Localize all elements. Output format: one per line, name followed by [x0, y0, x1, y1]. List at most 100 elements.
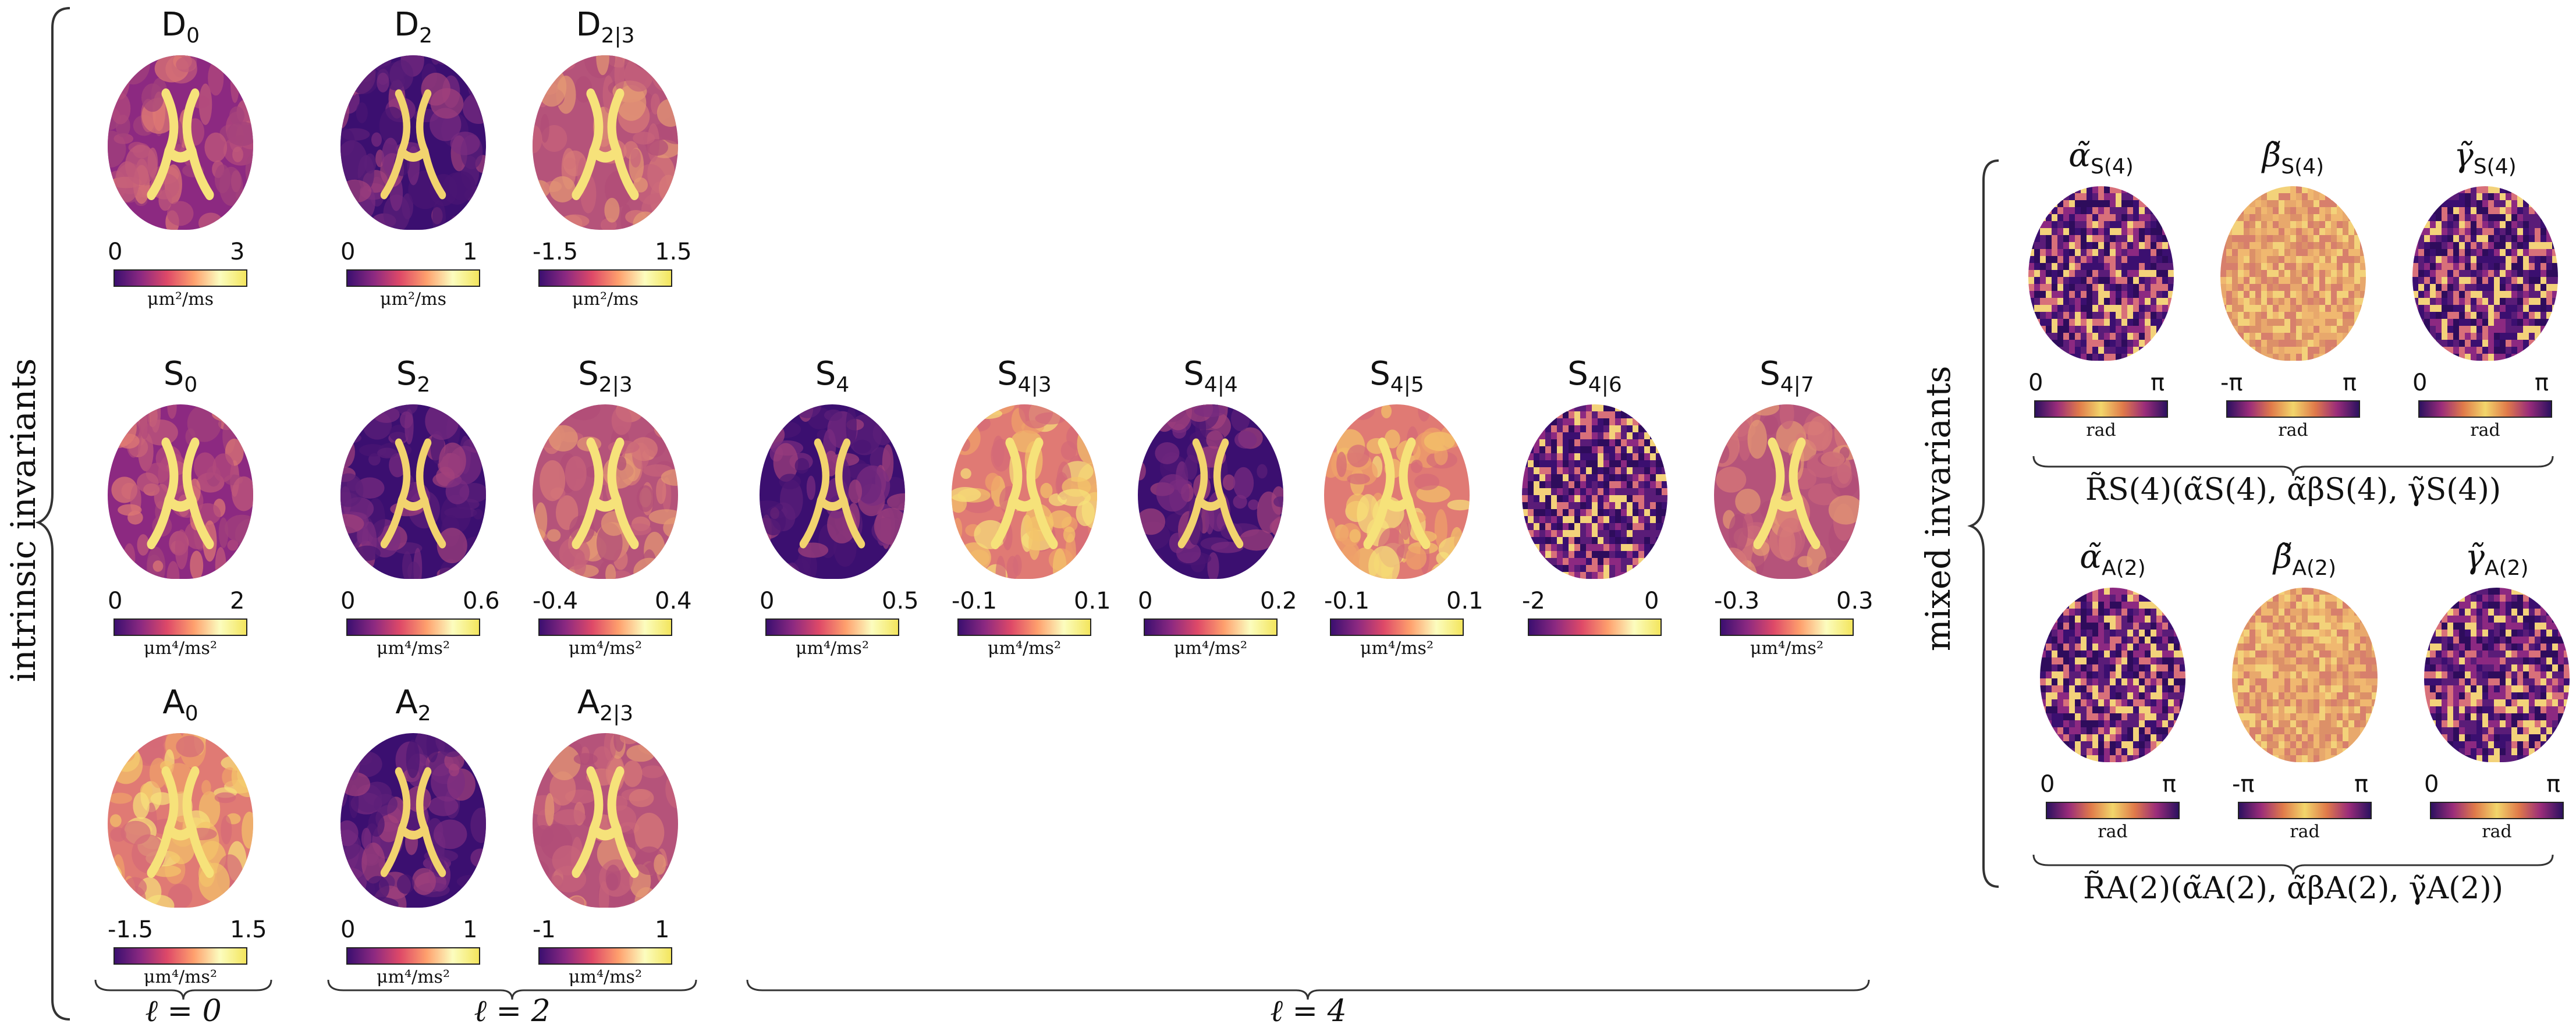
colorbar-min: -1 [533, 916, 556, 943]
colorbar-max: π [2162, 771, 2177, 798]
panel-title: D2|3 [576, 6, 635, 48]
colorbar-max: 1 [463, 916, 478, 943]
colorbar-min: -0.4 [533, 588, 579, 614]
colorbar-unit: rad [2470, 420, 2500, 440]
panel-title: γ̃S(4) [2454, 137, 2517, 179]
brain-map [2412, 186, 2558, 361]
l0-brace [94, 979, 272, 1000]
panel-title: S2|3 [578, 355, 633, 397]
colorbar-unit: μm⁴/ms² [144, 638, 217, 659]
colorbar [1144, 618, 1278, 636]
brain-map [108, 404, 253, 579]
colorbar-max: π [2354, 771, 2369, 798]
colorbar-unit: rad [2482, 822, 2512, 842]
colorbar-min: -π [2220, 369, 2243, 396]
intrinsic-brace [35, 7, 70, 1021]
colorbar-max: 0.1 [1074, 588, 1111, 614]
colorbar [346, 618, 480, 636]
panel-title: α̃A(2) [2080, 538, 2146, 581]
colorbar [538, 618, 672, 636]
brain-map [2040, 588, 2185, 762]
colorbar-max: 0.3 [1836, 588, 1874, 614]
colorbar-min: 0 [2424, 771, 2439, 798]
colorbar [538, 269, 672, 287]
colorbar [2034, 400, 2168, 418]
colorbar-unit: μm²/ms [572, 289, 638, 310]
colorbar [1720, 618, 1854, 636]
colorbar-unit: μm⁴/ms² [377, 638, 450, 659]
brain-map [2028, 186, 2174, 361]
brain-map [533, 404, 678, 579]
colorbar-min: 0 [108, 239, 123, 265]
panel-title: β̃A(2) [2273, 538, 2336, 581]
colorbar-max: 0.1 [1446, 588, 1484, 614]
mixed-label: mixed invariants [1918, 365, 1958, 652]
brain-map [1138, 404, 1283, 579]
brain-map [340, 733, 486, 908]
brain-map [952, 404, 1097, 579]
colorbar-max: 0 [1644, 588, 1659, 614]
intrinsic-label: intrinsic invariants [3, 358, 43, 682]
brain-map [1324, 404, 1470, 579]
brain-map [2232, 588, 2378, 762]
panel-title: S4|6 [1567, 355, 1622, 397]
l4-brace [746, 979, 1870, 1000]
panel-title: S4 [815, 355, 850, 397]
colorbar-unit: μm²/ms [380, 289, 446, 310]
colorbar [346, 269, 480, 287]
colorbar [346, 947, 480, 965]
panel-title: S4|5 [1369, 355, 1424, 397]
colorbar [2430, 802, 2564, 819]
colorbar-unit: rad [2086, 420, 2116, 440]
colorbar-min: 0 [760, 588, 775, 614]
colorbar-max: π [2535, 369, 2549, 396]
rotation-label-s4: R̃S(4)(α̃S(4), α̃βS(4), γ̃S(4)) [2085, 472, 2502, 507]
panel-title: D2 [393, 6, 433, 48]
colorbar [765, 618, 899, 636]
panel-title: S4|3 [997, 355, 1052, 397]
brain-map [2220, 186, 2366, 361]
brain-map [340, 404, 486, 579]
panel-title: S2 [396, 355, 431, 397]
l2-label: ℓ = 2 [474, 994, 551, 1029]
brain-map [1522, 404, 1667, 579]
colorbar-max: π [2343, 369, 2357, 396]
colorbar-unit: μm⁴/ms² [377, 967, 450, 987]
brain-map [533, 733, 678, 908]
colorbar-min: -1.5 [108, 916, 154, 943]
colorbar-min: 0 [340, 588, 356, 614]
panel-title: γ̃A(2) [2465, 538, 2529, 581]
colorbar-unit: μm⁴/ms² [1174, 638, 1247, 659]
colorbar-max: 0.6 [463, 588, 500, 614]
colorbar-max: 1 [655, 916, 670, 943]
panel-title: β̃S(4) [2262, 137, 2325, 179]
colorbar [2418, 400, 2552, 418]
colorbar-max: 1.5 [655, 239, 692, 265]
colorbar-min: -2 [1522, 588, 1545, 614]
colorbar-unit: rad [2278, 420, 2308, 440]
colorbar-max: 0.2 [1260, 588, 1297, 614]
rot-s4-brace [2032, 456, 2554, 477]
colorbar-min: -π [2232, 771, 2255, 798]
colorbar [1330, 618, 1464, 636]
colorbar-max: 1 [463, 239, 478, 265]
brain-map [760, 404, 905, 579]
colorbar-unit: μm⁴/ms² [1360, 638, 1434, 659]
panel-title: S0 [163, 355, 198, 397]
colorbar-min: -0.1 [952, 588, 998, 614]
colorbar-min: 0 [2040, 771, 2055, 798]
colorbar-unit: μm⁴/ms² [569, 967, 642, 987]
colorbar-max: 2 [230, 588, 245, 614]
colorbar-unit: μm⁴/ms² [988, 638, 1061, 659]
colorbar-unit: μm⁴/ms² [569, 638, 642, 659]
colorbar-min: -1.5 [533, 239, 579, 265]
colorbar [113, 269, 247, 287]
colorbar-unit: rad [2290, 822, 2320, 842]
l4-label: ℓ = 4 [1270, 994, 1347, 1029]
colorbar-min: 0 [1138, 588, 1153, 614]
panel-title: α̃S(4) [2068, 137, 2134, 179]
brain-map [108, 55, 253, 230]
colorbar [113, 947, 247, 965]
colorbar-min: 0 [2412, 369, 2428, 396]
colorbar-max: 0.5 [882, 588, 919, 614]
